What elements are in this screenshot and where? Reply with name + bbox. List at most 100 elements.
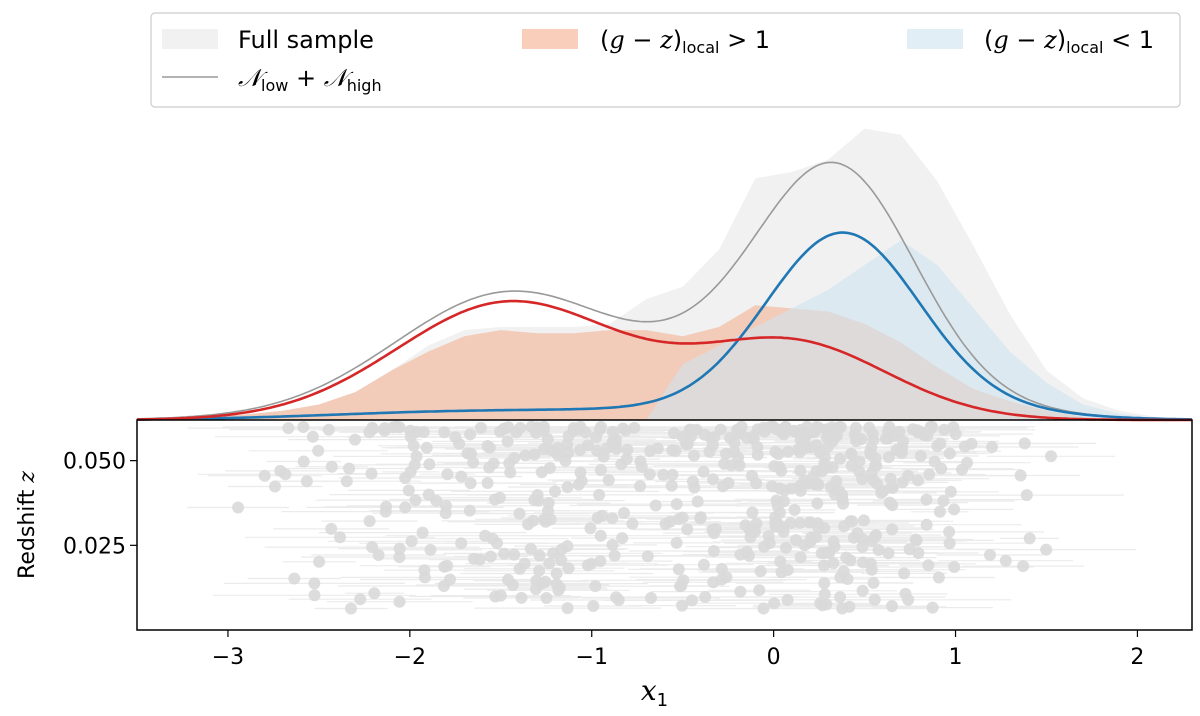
scatter-point (812, 478, 825, 491)
scatter-point (853, 455, 866, 468)
scatter-point (812, 521, 825, 534)
scatter-point (747, 430, 760, 443)
scatter-point (856, 541, 869, 553)
scatter-point (513, 562, 526, 575)
scatter-point (912, 474, 924, 487)
scatter-point (865, 563, 878, 576)
scatter-point (444, 573, 456, 586)
scatter-point (999, 554, 1012, 567)
scatter-point (770, 519, 783, 532)
scatter-point (551, 441, 564, 454)
scatter-point (986, 441, 998, 453)
scatter-point (867, 576, 880, 589)
scatter-point (869, 529, 882, 542)
scatter-point (718, 457, 731, 470)
scatter-point (593, 423, 606, 436)
scatter-point (840, 551, 853, 564)
scatter-panel (187, 420, 1136, 615)
scatter-point (379, 505, 392, 518)
scatter-point (441, 559, 454, 572)
scatter-point (297, 421, 310, 433)
scatter-point (794, 424, 807, 436)
scatter-point (306, 430, 319, 443)
legend-swatch-blue (907, 29, 963, 49)
scatter-point (593, 488, 606, 501)
scatter-point (687, 424, 700, 437)
scatter-point (1018, 437, 1031, 450)
scatter-point (538, 443, 551, 456)
scatter-point (686, 475, 699, 488)
scatter-point (408, 458, 421, 471)
x-axis-label: x1 (641, 674, 668, 711)
scatter-point (502, 573, 515, 586)
scatter-point (528, 448, 541, 461)
y-tick-label: 0.025 (63, 534, 126, 559)
scatter-point (1020, 489, 1033, 502)
scatter-point (902, 469, 915, 482)
scatter-point (698, 428, 711, 441)
scatter-point (816, 599, 829, 612)
scatter-point (349, 433, 361, 446)
scatter-point (838, 520, 851, 533)
scatter-point (888, 429, 900, 442)
scatter-point (533, 549, 546, 562)
scatter-point (297, 455, 310, 468)
scatter-point (334, 531, 346, 544)
scatter-point (510, 426, 523, 439)
scatter-point (461, 447, 474, 460)
scatter-point (699, 591, 712, 603)
scatter-point (772, 448, 785, 461)
scatter-point (626, 517, 639, 530)
scatter-point (773, 482, 786, 495)
scatter-point (416, 526, 429, 539)
scatter-frame (136, 419, 1193, 631)
scatter-point (378, 422, 391, 435)
scatter-point (488, 493, 501, 506)
scatter-point (845, 448, 858, 461)
scatter-point (581, 439, 594, 452)
scatter-point (393, 542, 406, 555)
scatter-point (926, 601, 939, 614)
scatter-point (790, 534, 802, 547)
scatter-point (886, 600, 898, 613)
scatter-point (920, 493, 933, 506)
scatter-point (455, 537, 468, 550)
scatter-point (735, 420, 748, 433)
scatter-point (300, 475, 313, 488)
legend-label-full: Full sample (238, 26, 374, 54)
scatter-point (616, 532, 629, 545)
scatter-point (1023, 532, 1036, 545)
scatter-point (308, 577, 321, 590)
scatter-point (635, 460, 648, 473)
error-bars (187, 426, 1136, 610)
scatter-point (1045, 450, 1057, 463)
scatter-point (669, 444, 682, 457)
scatter-points (232, 420, 1057, 615)
scatter-point (883, 496, 896, 509)
scatter-point (781, 593, 794, 606)
scatter-point (733, 459, 746, 472)
scatter-point (665, 479, 678, 492)
scatter-point (641, 550, 654, 563)
scatter-point (559, 454, 572, 467)
scatter-point (834, 452, 847, 465)
scatter-point (393, 595, 406, 608)
sum-gaussian-line (136, 161, 1193, 421)
scatter-point (674, 580, 687, 593)
scatter-point (574, 466, 587, 479)
scatter-point (670, 498, 683, 511)
blue-gaussian-line (137, 231, 1193, 421)
axes: −3 −2 −1 0 1 2 0.025 0.050 x1 Redshift z (15, 419, 1193, 711)
scatter-point (393, 551, 406, 564)
scatter-point (561, 481, 574, 494)
scatter-point (944, 485, 957, 498)
scatter-point (856, 473, 869, 485)
scatter-point (903, 543, 916, 556)
scatter-point (898, 567, 911, 580)
scatter-point (481, 477, 494, 489)
scatter-point (438, 426, 451, 439)
scatter-point (834, 591, 847, 604)
scatter-point (530, 426, 543, 439)
scatter-point (312, 444, 325, 457)
scatter-point (483, 461, 496, 474)
